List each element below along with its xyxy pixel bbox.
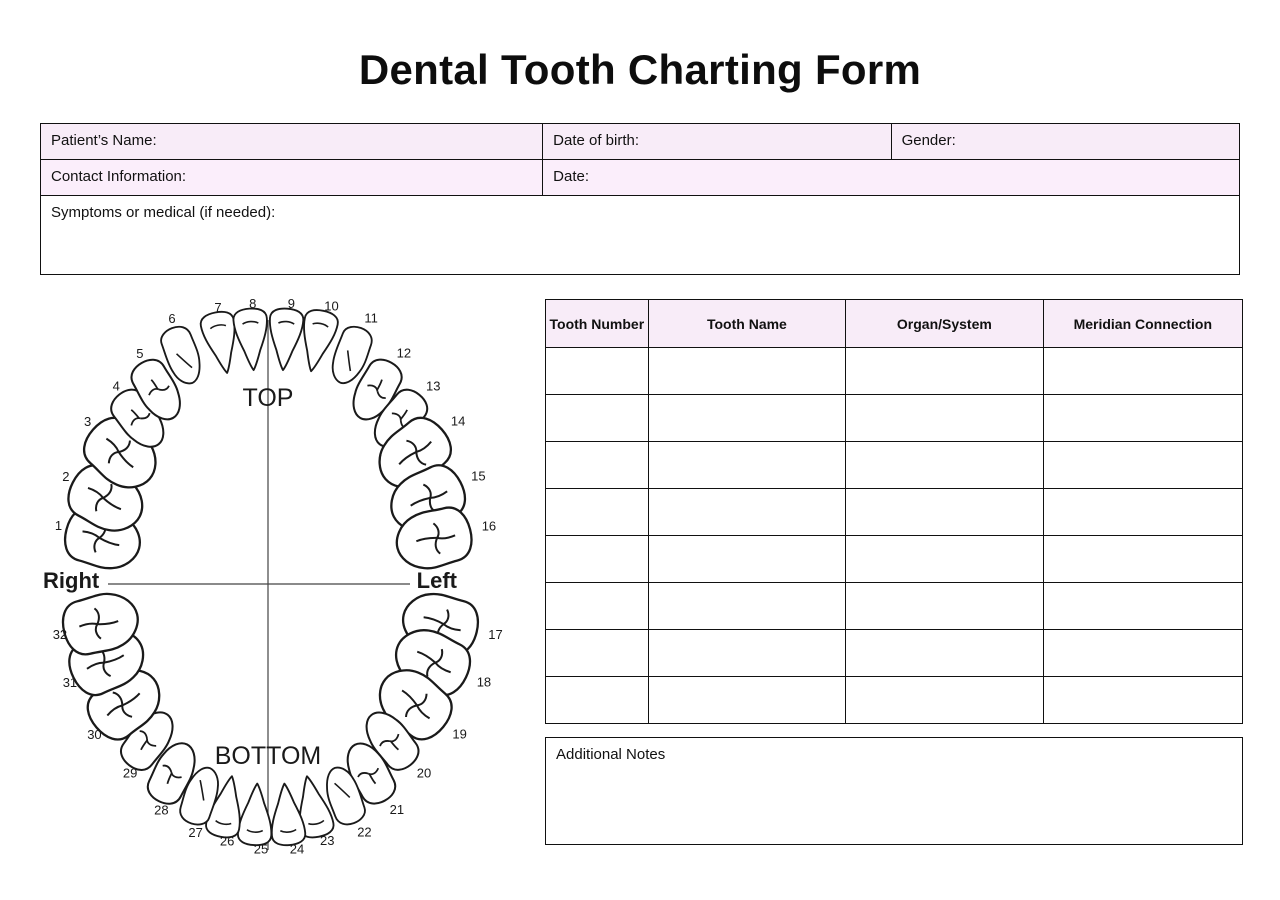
svg-text:13: 13 (426, 379, 440, 394)
svg-text:4: 4 (113, 378, 120, 393)
svg-text:TOP: TOP (243, 384, 294, 412)
svg-text:32: 32 (53, 627, 67, 642)
svg-text:7: 7 (214, 300, 221, 315)
svg-text:16: 16 (482, 518, 496, 533)
svg-text:30: 30 (87, 727, 101, 742)
svg-text:20: 20 (417, 765, 431, 780)
svg-text:25: 25 (254, 842, 268, 857)
svg-text:10: 10 (324, 298, 338, 313)
svg-text:12: 12 (397, 346, 411, 361)
svg-text:5: 5 (136, 346, 143, 361)
svg-text:15: 15 (471, 469, 485, 484)
svg-text:19: 19 (452, 727, 466, 742)
svg-text:BOTTOM: BOTTOM (215, 742, 321, 770)
svg-text:24: 24 (290, 842, 304, 857)
svg-text:28: 28 (154, 803, 168, 818)
svg-text:14: 14 (451, 414, 465, 429)
svg-text:11: 11 (364, 311, 378, 326)
svg-text:21: 21 (390, 802, 404, 817)
svg-text:8: 8 (249, 296, 256, 311)
svg-text:23: 23 (320, 833, 334, 848)
svg-text:27: 27 (188, 825, 202, 840)
svg-text:29: 29 (123, 766, 137, 781)
svg-text:9: 9 (288, 296, 295, 311)
svg-text:3: 3 (84, 414, 91, 429)
svg-text:1: 1 (55, 518, 62, 533)
svg-text:17: 17 (488, 627, 502, 642)
svg-text:Left: Left (417, 568, 458, 593)
svg-text:18: 18 (477, 675, 491, 690)
svg-text:22: 22 (357, 825, 371, 840)
svg-text:2: 2 (62, 469, 69, 484)
svg-text:31: 31 (63, 675, 77, 690)
svg-text:6: 6 (168, 311, 175, 326)
svg-text:26: 26 (220, 833, 234, 848)
svg-text:Right: Right (43, 568, 100, 593)
